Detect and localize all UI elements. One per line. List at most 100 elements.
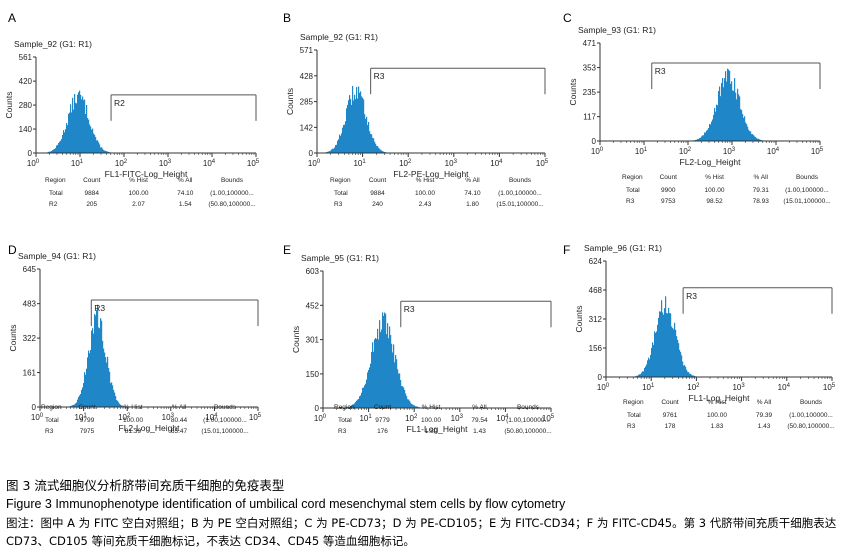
histogram-bar: [83, 383, 85, 407]
histogram-bar: [369, 367, 371, 408]
x-tick-exponent: 0: [323, 414, 327, 420]
histogram-bar: [87, 118, 89, 153]
histogram-bar: [685, 366, 687, 377]
histogram-bar: [112, 385, 114, 407]
gate-label: R3: [404, 304, 415, 314]
stats-header: Count: [661, 399, 679, 406]
histogram-bar: [66, 123, 68, 153]
x-tick-label: 101: [642, 383, 655, 392]
stats-cell: 9779: [375, 417, 390, 424]
stats-cell: 9884: [85, 190, 100, 197]
histogram-bar: [692, 375, 694, 377]
histogram-bar: [71, 405, 73, 407]
histogram-bar: [363, 99, 365, 153]
figure-caption: 图 3 流式细胞仪分析脐带间充质干细胞的免疫表型 Figure 3 Immuno…: [6, 476, 846, 550]
panel-letter: F: [563, 243, 570, 257]
gate-marker: R3: [400, 300, 552, 328]
histogram-bar: [663, 314, 665, 377]
histogram-bar: [718, 91, 720, 141]
histogram-bar: [109, 371, 111, 407]
histogram-bar: [55, 148, 57, 153]
histogram-bar: [410, 402, 412, 408]
histogram-bar: [709, 123, 711, 141]
histogram-bar: [377, 328, 379, 408]
histogram-bar: [86, 105, 88, 153]
histogram-bar: [350, 99, 352, 153]
histogram-bar: [48, 151, 50, 153]
histogram-bar: [371, 352, 373, 408]
x-tick-exponent: 5: [256, 159, 260, 165]
x-tick-label: 102: [405, 414, 418, 423]
stats-header: Count: [78, 404, 96, 411]
histogram-bar: [637, 375, 639, 377]
histogram-bar: [121, 405, 123, 407]
histogram-bar: [113, 390, 115, 407]
histogram-bar: [740, 109, 742, 141]
y-tick-label: 0: [592, 137, 597, 146]
histogram-bar: [643, 371, 645, 377]
histogram-bar: [60, 140, 62, 153]
histogram-bar: [380, 149, 382, 153]
histogram-bar: [370, 134, 372, 153]
histogram-bar: [382, 151, 384, 153]
histogram-bar: [110, 383, 112, 407]
histogram-bar: [411, 404, 413, 408]
histogram-bar: [335, 145, 337, 153]
histogram-bar: [743, 117, 745, 141]
y-tick-label: 117: [583, 113, 596, 122]
x-tick-label: 104: [778, 383, 791, 392]
histogram-bar: [756, 138, 758, 141]
x-tick-label: 101: [359, 414, 372, 423]
histogram-bar: [750, 131, 752, 141]
x-axis-label: FL1-Log_Height: [407, 424, 469, 434]
histogram-bar: [385, 313, 387, 408]
histogram-bar: [358, 86, 360, 153]
histogram-bar: [84, 99, 86, 153]
histogram-bar: [721, 82, 723, 141]
x-tick-exponent: 3: [454, 159, 458, 165]
histogram-bar: [728, 69, 730, 141]
histogram-bar: [686, 369, 688, 377]
histogram-bar: [90, 350, 92, 407]
histogram-bar: [68, 113, 70, 153]
histogram-bar: [751, 134, 753, 141]
histogram-bar: [657, 324, 659, 377]
histogram-bar: [95, 315, 97, 407]
histogram-bar: [395, 355, 397, 408]
histogram-bar: [96, 309, 98, 407]
histogram-bar: [754, 136, 756, 141]
histogram-bar: [327, 151, 329, 153]
stats-cell: (1.00,100000...: [789, 412, 833, 419]
histogram-bar: [59, 141, 61, 153]
y-tick-label: 0: [309, 149, 314, 158]
histogram-bar: [56, 145, 58, 153]
stats-cell: 2.43: [419, 201, 432, 208]
x-tick-label: 100: [308, 159, 321, 168]
histogram-bar: [351, 405, 353, 408]
x-tick-exponent: 4: [212, 159, 216, 165]
stats-cell: (1.00,100000...: [506, 417, 550, 424]
histogram-bar: [101, 320, 103, 407]
histogram-bar: [83, 100, 85, 153]
histogram-bar: [648, 357, 650, 377]
x-tick-label: 104: [767, 147, 780, 156]
x-tick-label: 105: [536, 159, 549, 168]
histogram-bar: [694, 375, 696, 377]
gate-label: R2: [114, 98, 125, 108]
histogram-bar: [398, 373, 400, 408]
histogram-bar: [415, 406, 417, 408]
stats-cell: 178: [665, 423, 676, 430]
histogram-bar: [96, 140, 98, 153]
histogram-bar: [636, 375, 638, 377]
x-tick-label: 100: [31, 413, 44, 422]
histogram-bar: [705, 132, 707, 141]
gate-label: R3: [655, 66, 666, 76]
histogram-bar: [640, 374, 642, 377]
y-tick-label: 280: [19, 101, 33, 110]
histogram-bar: [711, 121, 713, 141]
histogram-bar: [54, 148, 56, 153]
stats-table: Region Count % Hist % All Bounds Total 9884 100…: [45, 177, 256, 208]
histogram-bar: [72, 97, 74, 153]
x-axis-label: FL2-Log_Height: [680, 157, 742, 167]
